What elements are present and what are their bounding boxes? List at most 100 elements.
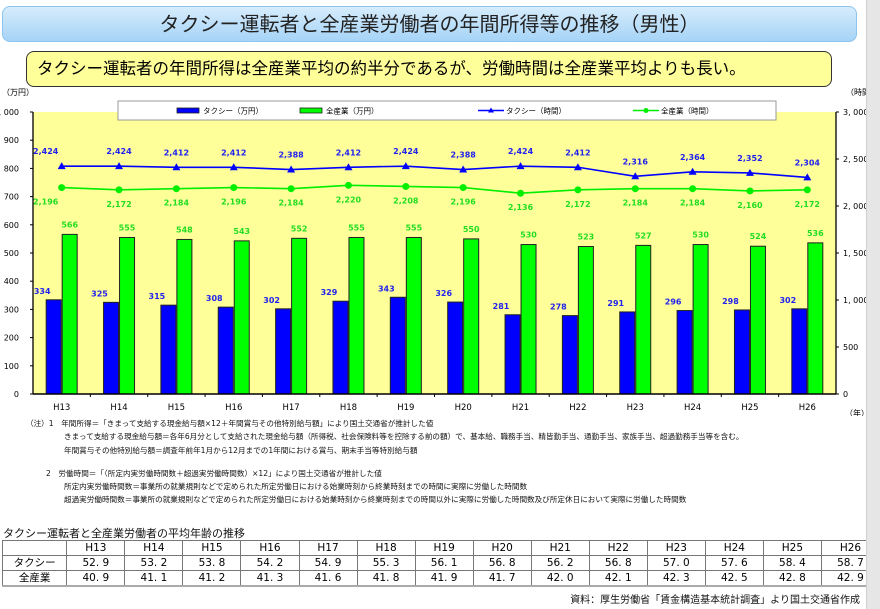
- vertical-scrollbar[interactable]: [866, 0, 880, 609]
- bar-taxi-income: [275, 308, 292, 395]
- bar-all-income: [463, 238, 480, 395]
- legend-circle-marker: [643, 108, 649, 113]
- left-tick-label: 200: [4, 334, 19, 343]
- line-value-label: 2,412: [565, 148, 590, 157]
- bar-taxi-income: [733, 309, 750, 395]
- age-table-header: H20: [472, 540, 532, 556]
- bar-value-label: 530: [520, 231, 537, 240]
- triangle-marker: [344, 163, 353, 171]
- line-value-label: 2,412: [221, 148, 246, 157]
- bar-taxi-income: [217, 306, 234, 395]
- bar-value-label: 524: [750, 232, 767, 241]
- bar-value-label: 555: [405, 223, 422, 232]
- x-tick-label: H17: [282, 403, 299, 413]
- age-table-cell: 56. 1: [414, 555, 474, 571]
- left-tick-label: 400: [4, 277, 19, 286]
- left-tick-label: 600: [4, 221, 19, 230]
- bar-all-income: [348, 236, 365, 395]
- bar-value-label: 281: [493, 302, 510, 311]
- right-tick-label: 1, 000: [843, 296, 866, 305]
- line-value-label: 2,208: [393, 196, 419, 205]
- bar-taxi-income: [676, 310, 693, 395]
- age-table-cell: 57. 6: [704, 555, 764, 571]
- age-table-cell: 42. 9: [820, 570, 880, 587]
- triangle-marker: [803, 173, 812, 181]
- footnotes: （注）1 年間所得＝「きまって支給する現金給与額×12＋年間賞与その他特別給与額…: [26, 417, 743, 507]
- line-value-label: 2,220: [336, 195, 362, 204]
- bar-value-label: 296: [665, 298, 682, 307]
- bar-value-label: 566: [61, 220, 78, 229]
- bar-all-income: [577, 246, 594, 395]
- circle-marker: [631, 185, 639, 193]
- line-value-label: 2,196: [451, 198, 477, 207]
- bar-all-income: [291, 237, 308, 395]
- note-1: （注）1 年間所得＝「きまって支給する現金給与額×12＋年間賞与その他特別給与額…: [26, 419, 434, 428]
- bar-value-label: 334: [34, 287, 51, 296]
- triangle-marker: [516, 162, 525, 170]
- source-note: 資料：厚生労働省「賃金構造基本統計調査」より国土交通省作成: [570, 595, 860, 606]
- age-table-cell: 55. 3: [356, 555, 416, 571]
- bar-all-income: [61, 233, 78, 395]
- bar-value-label: 343: [378, 284, 395, 293]
- line-value-label: 2,364: [680, 153, 706, 162]
- circle-marker: [172, 185, 180, 193]
- age-table-cell: 53. 2: [124, 555, 184, 571]
- bar-value-label: 536: [807, 229, 824, 238]
- left-tick-label: 500: [4, 249, 19, 258]
- line-value-label: 2,196: [33, 198, 59, 207]
- age-table-cell: 54. 2: [240, 555, 300, 571]
- bar-all-income: [807, 242, 824, 395]
- age-table-cell: 56. 8: [472, 555, 532, 571]
- legend-swatch-0: [176, 107, 200, 114]
- right-axis-title: （時間）: [846, 88, 866, 97]
- bar-all-income: [692, 244, 709, 395]
- age-table-title: タクシー運転者と全産業労働者の平均年齢の推移: [3, 527, 245, 540]
- age-table-cell: 42. 5: [704, 570, 764, 587]
- age-table-row-all: 全産業 40. 9 41. 1 41. 2 41. 3 41. 6 41. 8 41. 9 41…: [1, 570, 880, 587]
- line-value-label: 2,160: [737, 201, 763, 210]
- bar-taxi-income: [103, 301, 120, 395]
- triangle-marker: [229, 163, 238, 171]
- plot-area: [33, 112, 836, 394]
- line-value-label: 2,424: [33, 147, 59, 156]
- triangle-marker: [459, 165, 468, 173]
- right-tick-label: 0: [843, 390, 848, 399]
- circle-marker: [402, 182, 410, 190]
- bar-taxi-income: [389, 296, 406, 395]
- line-value-label: 2,424: [508, 147, 534, 156]
- line-value-label: 2,388: [451, 151, 477, 160]
- age-table-cell: 41. 8: [356, 570, 416, 587]
- x-tick-label: H20: [455, 403, 472, 413]
- line-value-label: 2,172: [795, 200, 820, 209]
- legend-label-2: タクシー（時間）: [506, 107, 566, 116]
- line-value-label: 2,184: [278, 199, 304, 208]
- line-value-label: 2,184: [680, 199, 706, 208]
- line-value-label: 2,184: [164, 199, 190, 208]
- bar-value-label: 315: [149, 292, 166, 301]
- x-tick-label: H26: [799, 403, 816, 413]
- bar-taxi-income: [619, 311, 636, 395]
- triangle-marker: [631, 172, 640, 180]
- line-value-label: 2,184: [623, 199, 649, 208]
- age-table-cell: 56. 8: [588, 555, 648, 571]
- bar-taxi-income: [561, 315, 578, 395]
- x-tick-label: H18: [340, 403, 357, 413]
- age-table-cell: 41. 3: [240, 570, 300, 587]
- bar-value-label: 325: [91, 289, 108, 298]
- age-table: H13 H14 H15 H16 H17 H18 H19 H20 H21 H22 H23 H24 H25 H…: [1, 540, 880, 587]
- bar-all-income: [176, 238, 193, 395]
- line-value-label: 2,136: [508, 203, 534, 212]
- age-table-header: H17: [298, 540, 358, 556]
- bar-value-label: 550: [463, 225, 480, 234]
- line-value-label: 2,412: [164, 148, 189, 157]
- age-table-header: H25: [762, 540, 822, 556]
- right-tick-label: 1, 500: [843, 249, 866, 258]
- left-tick-label: 0: [14, 390, 19, 399]
- left-tick-label: 300: [4, 305, 19, 314]
- bar-value-label: 548: [176, 225, 193, 234]
- age-table-cell: 53. 8: [182, 555, 242, 571]
- legend-box: [117, 100, 777, 121]
- line-value-label: 2,172: [565, 200, 590, 209]
- circle-marker: [115, 186, 123, 194]
